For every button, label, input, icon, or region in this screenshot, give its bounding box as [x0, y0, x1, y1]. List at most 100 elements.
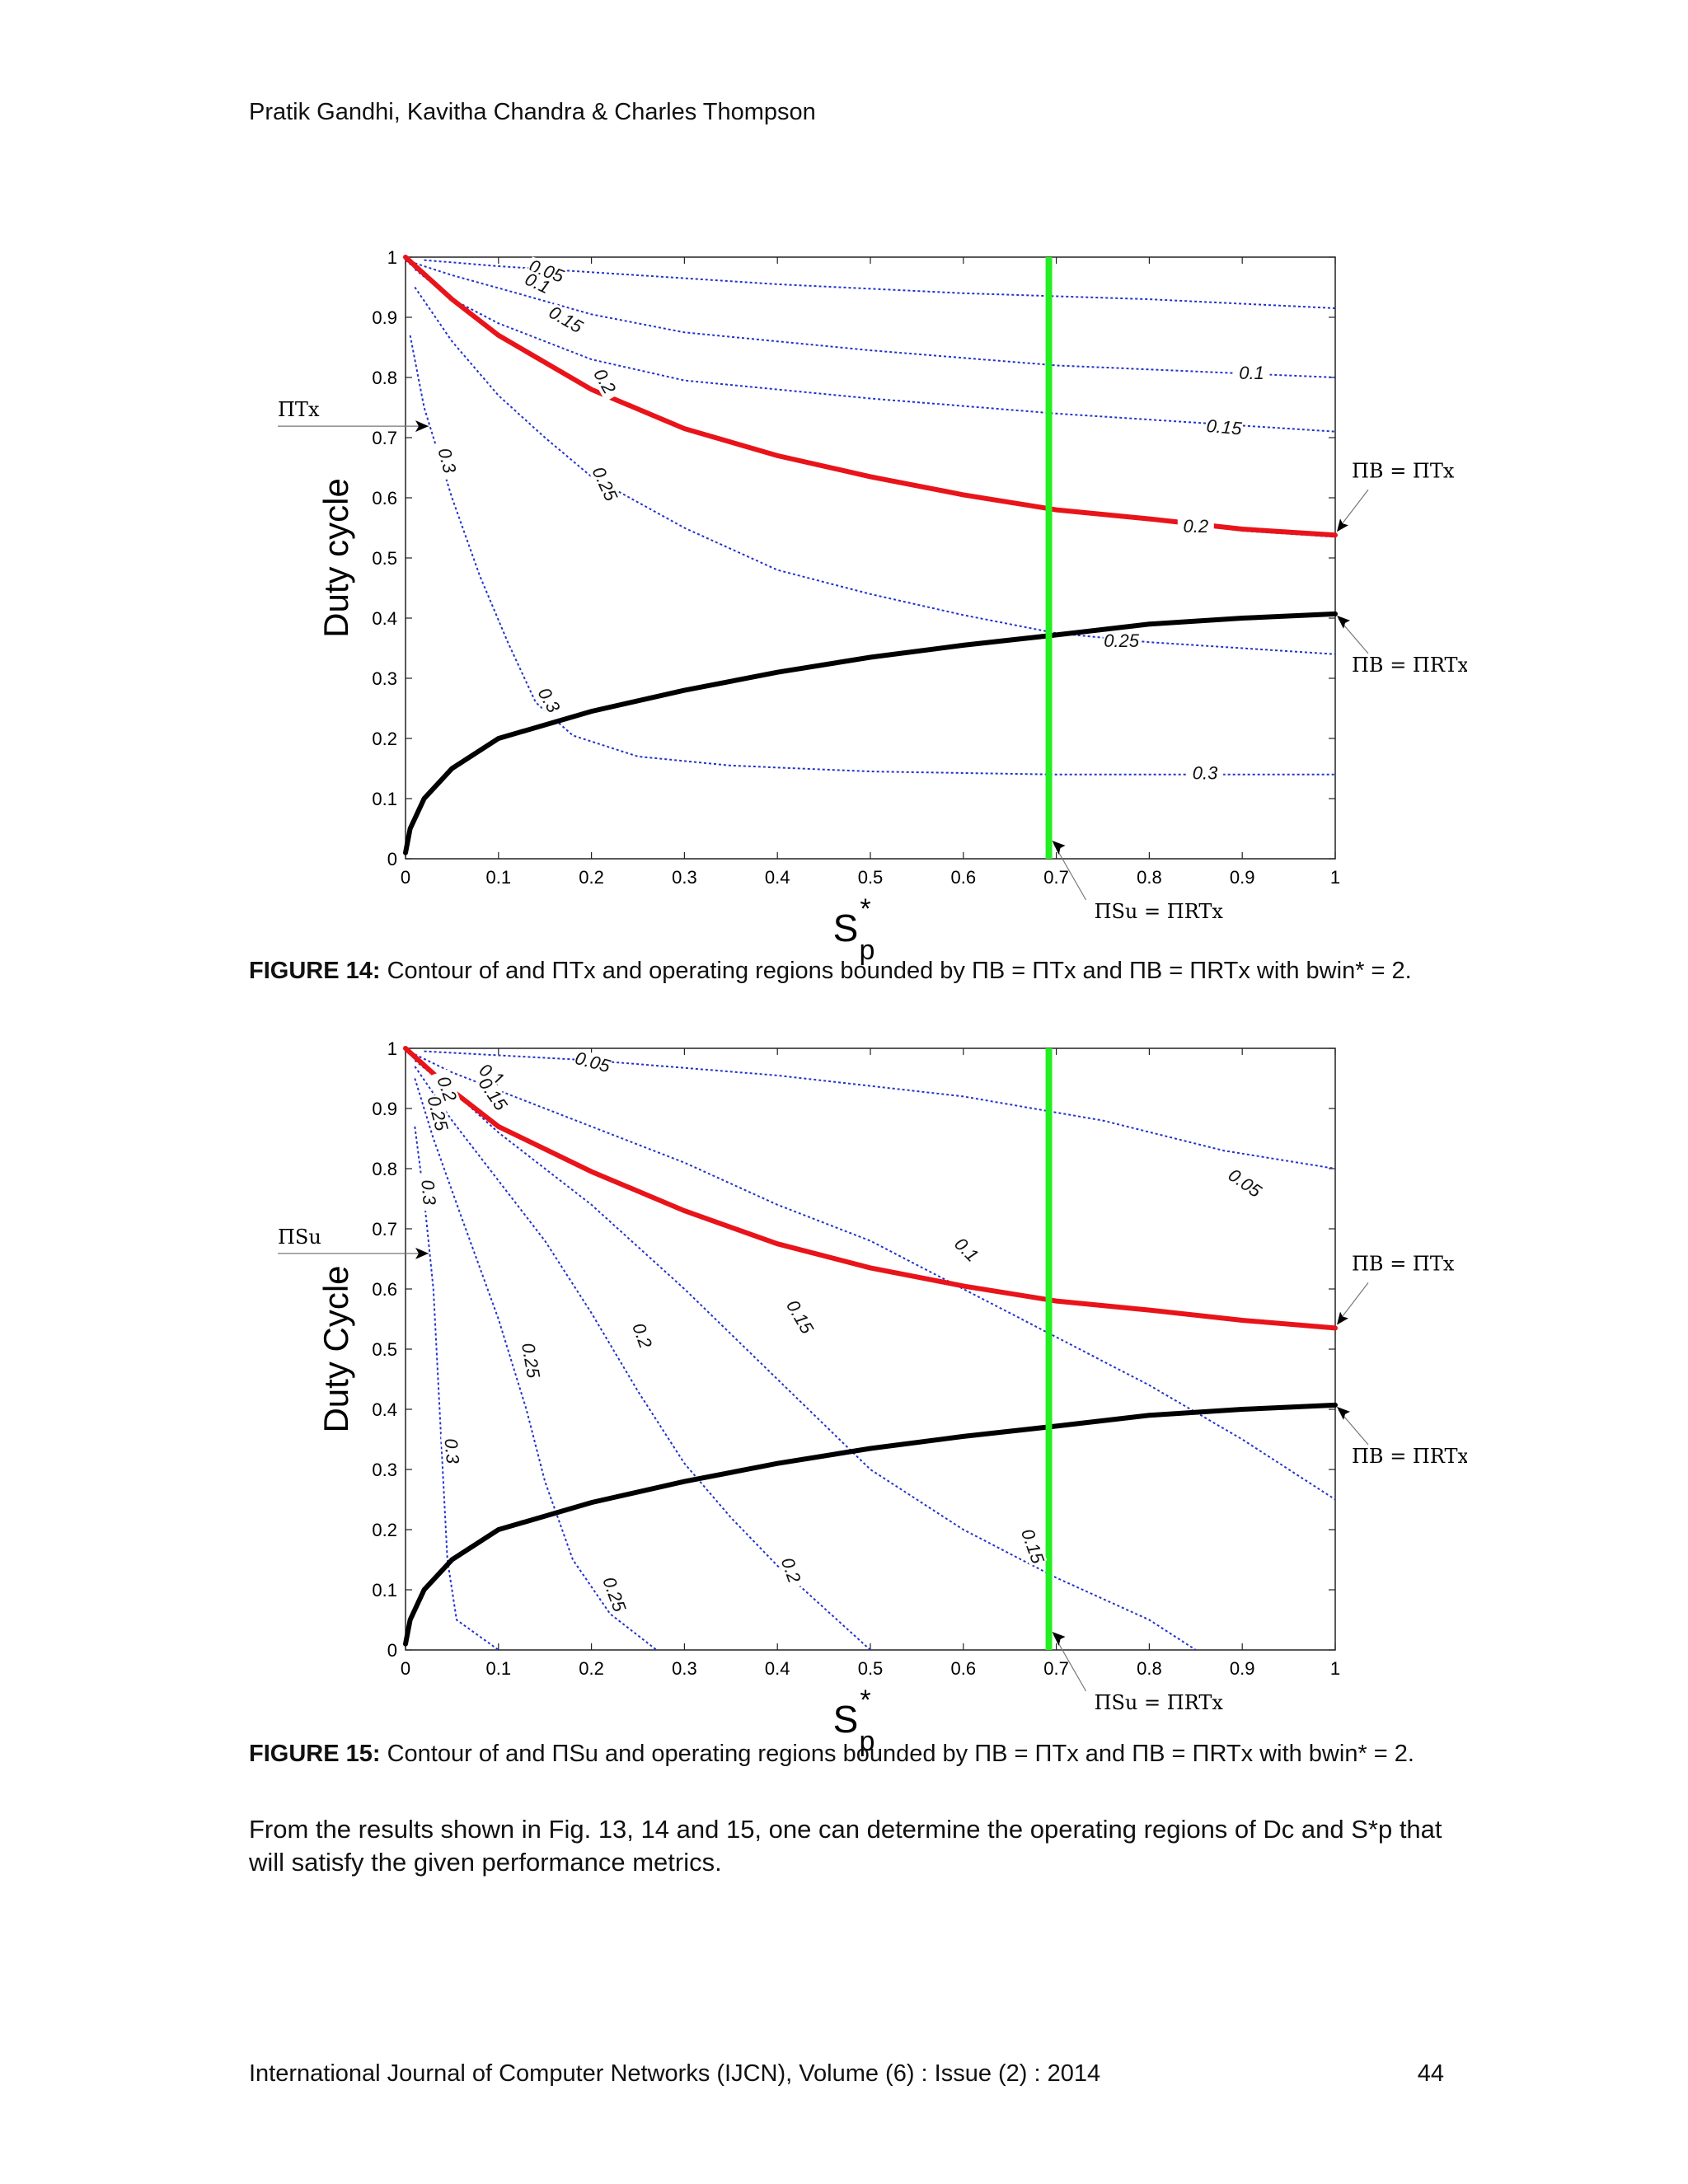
red-boundary-curve [403, 1046, 1338, 1331]
x-axis-label-sub: p [860, 935, 875, 966]
contour-line-0.15 [414, 268, 1336, 433]
bottom-annotation-label: ΠSu = ΠRTx [1095, 1691, 1224, 1714]
contour-label: 0.15 [546, 302, 587, 337]
x-tick-label: 0.9 [1230, 1658, 1255, 1679]
contour-label-group: 0.3 [1187, 763, 1224, 784]
contour-label-bg [474, 1074, 511, 1114]
figure-14-caption: FIGURE 14: Contour of and ΠTx and operat… [249, 958, 1452, 985]
page-footer: International Journal of Computer Networ… [249, 2060, 1444, 2088]
y-tick-label: 0.6 [372, 488, 397, 509]
x-axis-label: S [833, 907, 859, 949]
contour-label-group: 0.3 [417, 1173, 440, 1212]
contour-label-group: 0.05 [1225, 1165, 1266, 1202]
contour-label-bg [626, 1315, 657, 1357]
contour-label-group: 0.3 [433, 440, 461, 481]
red-boundary-annotation: ΠB = ΠTx [1352, 1252, 1455, 1275]
contour-label-bg [532, 680, 566, 721]
contour-label: 0.05 [573, 1047, 613, 1076]
contour-label-group: 0.1 [947, 1230, 986, 1269]
x-tick-label: 0 [401, 867, 410, 888]
contour-label-bg [1017, 1526, 1048, 1567]
y-tick-label: 0 [387, 1640, 397, 1661]
y-tick-label: 0.5 [372, 1339, 397, 1360]
x-axis-label: S [833, 1698, 859, 1741]
left-annotation-label: ΠSu [278, 1226, 321, 1249]
running-header: Pratik Gandhi, Kavitha Chandra & Charles… [249, 99, 816, 125]
red-annotation-leader [1338, 489, 1369, 529]
contour-label-bg [518, 1341, 543, 1380]
x-tick-label: 0.7 [1043, 1658, 1069, 1679]
contour-label-group: 0.15 [545, 302, 587, 337]
contour-line-0.1 [414, 1053, 1336, 1501]
contour-label-group: 0.15 [1205, 415, 1243, 439]
figure-14-caption-label: FIGURE 14: [249, 958, 381, 984]
bottom-arrowhead [1052, 1632, 1066, 1646]
contour-label-bg [424, 1093, 451, 1134]
y-tick-label: 0.7 [372, 1219, 397, 1240]
figure-15-caption: FIGURE 15: Contour of and ΠSu and operat… [249, 1741, 1452, 1768]
contour-line-0.05 [424, 1050, 1336, 1169]
y-tick-label: 0.3 [372, 668, 397, 689]
y-tick-label: 0.1 [372, 1580, 397, 1601]
black-boundary-annotation: ΠB = ΠRTx [1352, 654, 1467, 677]
x-tick-label: 1 [1330, 1658, 1340, 1679]
bottom-annotation-leader [1053, 1634, 1087, 1692]
x-tick-label: 0.6 [951, 1658, 977, 1679]
bottom-annotation-leader [1053, 843, 1087, 901]
y-tick-label: 1 [387, 1038, 397, 1059]
contour-label-bg [1177, 518, 1214, 537]
red-arrowhead [1337, 1311, 1348, 1325]
y-tick-label: 0.9 [372, 307, 397, 328]
contour-label-group: 0.15 [1017, 1526, 1048, 1568]
y-axis-label: Duty cycle [316, 478, 355, 638]
contour-label-group: 0.15 [782, 1296, 818, 1338]
black-boundary-annotation: ΠB = ΠRTx [1352, 1445, 1467, 1468]
contour-label: 0.05 [1225, 1165, 1266, 1202]
y-tick-label: 0.6 [372, 1279, 397, 1300]
x-tick-label: 0.3 [672, 867, 697, 888]
y-tick-label: 1 [387, 247, 397, 268]
contour-label-group: 0.1 [1233, 363, 1270, 383]
contour-label: 0.25 [598, 1574, 630, 1615]
red-boundary-annotation: ΠB = ΠTx [1352, 459, 1455, 482]
contour-label: 0.2 [1184, 516, 1209, 537]
x-tick-label: 0.5 [858, 1658, 884, 1679]
figure-15-chart: 0 0.1 0.2 0.3 0.4 0.5 0.6 0.7 0.8 0.9 1 0 0.1 0.2 0.3 0… [264, 1022, 1467, 1813]
contour-label: 0.3 [440, 1437, 463, 1465]
contour-label: 0.25 [588, 463, 622, 504]
contour-label: 0.15 [1206, 415, 1244, 439]
contour-label-bg [599, 1574, 629, 1615]
x-tick-label: 0.3 [672, 1658, 697, 1679]
bottom-arrowhead [1052, 841, 1066, 855]
black-arrowhead [1337, 1406, 1350, 1420]
contour-label-bg [431, 1068, 462, 1109]
black-boundary-curve [403, 611, 1338, 855]
y-tick-label: 0.3 [372, 1460, 397, 1480]
contour-label-group: 0.2 [626, 1315, 657, 1357]
contour-label-bg [776, 1549, 806, 1591]
contour-label-bg [545, 302, 586, 337]
red-boundary-curve [403, 255, 1338, 538]
figure-14-svg: 0 0.1 0.2 0.3 0.4 0.5 0.6 0.7 0.8 0.9 1 0 0.1 0.2 0.3 0… [278, 247, 1467, 966]
x-tick-label: 0.6 [951, 867, 977, 888]
x-tick-label: 0.4 [765, 867, 790, 888]
left-arrowhead [415, 1247, 429, 1259]
contour-label-bg [1187, 764, 1224, 783]
contour-label: 0.3 [417, 1179, 440, 1206]
contour-label-group: 0.2 [776, 1549, 806, 1591]
y-tick-label: 0.2 [372, 1520, 397, 1540]
y-tick-label: 0.7 [372, 428, 397, 448]
figure-14-chart: 0 0.1 0.2 0.3 0.4 0.5 0.6 0.7 0.8 0.9 1 0 0.1 0.2 0.3 0… [264, 231, 1467, 1022]
y-tick-label: 0.4 [372, 608, 397, 629]
y-axis-label: Duty Cycle [316, 1265, 355, 1432]
contour-line-0.3 [414, 1126, 499, 1651]
contour-label-group: 0.25 [598, 1574, 630, 1615]
figure-15-caption-label: FIGURE 15: [249, 1741, 381, 1767]
y-tick-label: 0.8 [372, 368, 397, 388]
contour-label-group: 0.25 [518, 1341, 544, 1380]
contour-label-group: 0.05 [572, 1047, 613, 1076]
contour-line-0.15 [414, 1059, 1197, 1651]
x-tick-label: 0.7 [1043, 867, 1069, 888]
contour-label-bg [947, 1230, 986, 1269]
contour-label-bg [417, 1173, 439, 1212]
